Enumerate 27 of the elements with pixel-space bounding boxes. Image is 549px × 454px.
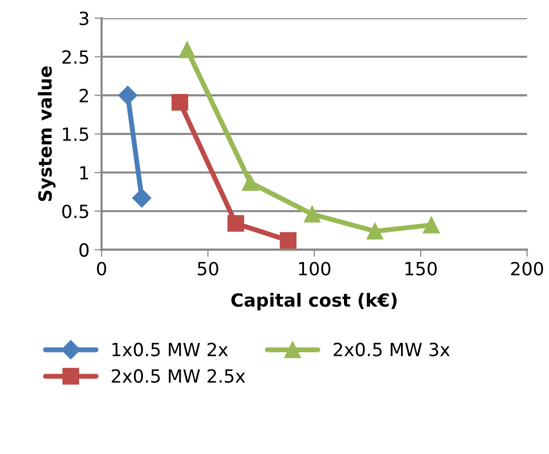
y-tick-label: 2 — [80, 88, 88, 102]
point — [118, 86, 138, 105]
point — [242, 174, 259, 191]
point — [172, 94, 188, 111]
y-tick-label: 0.5 — [62, 204, 88, 218]
y-tick-label: 2.5 — [62, 50, 88, 64]
y-tick-label: 0 — [79, 243, 89, 257]
legend-label: 2x0.5 MW 3x — [334, 342, 450, 356]
point — [178, 41, 196, 58]
point — [366, 222, 384, 240]
x-tick-label: 50 — [198, 262, 218, 276]
y-axis-title: System value — [38, 66, 56, 202]
x-tick-label: 0 — [97, 262, 106, 276]
point — [422, 216, 440, 234]
x-axis-title: Capital cost (k€) — [231, 292, 397, 310]
point — [132, 188, 152, 208]
x-tick-label: 200 — [511, 262, 544, 276]
x-tick-label: 150 — [405, 262, 437, 276]
point — [304, 206, 321, 223]
x-tick-label: 100 — [299, 262, 330, 276]
y-tick-label: 1 — [80, 166, 88, 180]
legend-label: 2x0.5 MW 2.5x — [112, 369, 246, 383]
legend-label: 1x0.5 MW 2x — [112, 342, 228, 356]
point — [280, 232, 296, 249]
point — [227, 215, 244, 232]
y-tick-label: 3 — [80, 12, 88, 26]
y-tick-label: 1.5 — [63, 128, 88, 142]
